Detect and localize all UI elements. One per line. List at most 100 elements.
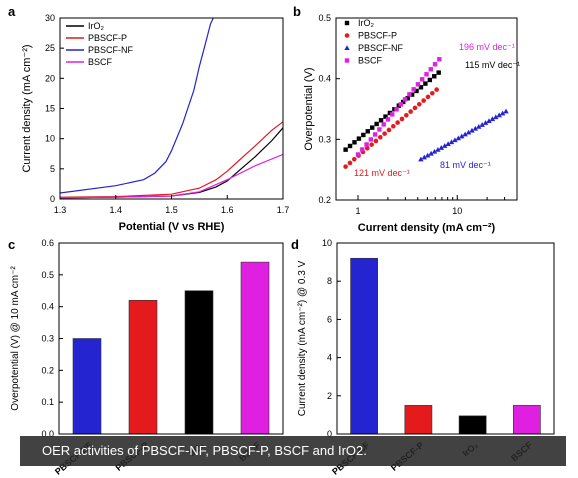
data-point-PBSCF-NF [469,127,475,133]
panel-label-b: b [293,4,301,19]
data-point-IrO [432,74,437,79]
data-point-PBSCF-NF [455,135,462,141]
y-axis-label-b: Overpotential (V) [303,67,315,150]
data-point-PBSCF-P [412,105,418,111]
legend-entry-b: IrO₂ [358,18,374,28]
bar-BSCF [513,405,541,435]
data-point-PBSCF-NF [435,146,441,152]
series-line-PBSCF-P [60,121,283,198]
data-point-IrO [383,114,388,119]
bar-IrO [458,415,487,435]
data-point-PBSCF-NF [428,150,434,156]
legend-marker-b [344,45,350,50]
data-point-IrO [347,143,353,149]
bar-BSCF [240,261,270,435]
legend-entry-a: PBSCF-P [88,33,127,43]
data-point-PBSCF-P [351,156,357,162]
data-point-IrO [401,99,406,105]
data-point-PBSCF-NF [424,152,431,158]
data-point-IrO [414,88,419,94]
bar-PBSCF-NF [72,338,102,435]
data-point-BSCF [424,72,429,77]
data-point-PBSCF-P [377,134,383,140]
legend-entry-a: IrO₂ [88,21,104,31]
y-tick-label-c: 0.4 [41,302,54,312]
data-point-PBSCF-NF [499,110,506,116]
data-point-PBSCF-P [386,127,392,133]
data-point-PBSCF-NF [418,156,424,162]
data-point-BSCF [377,127,382,132]
y-tick-label-a: 10 [45,134,55,144]
y-tick-label-b: 0.2 [318,195,331,205]
bar-PBSCF-P [404,405,433,435]
data-point-IrO [387,110,393,116]
legend-entry-a: PBSCF-NF [88,45,134,55]
series-line-PBSCF-NF [60,18,214,194]
data-point-IrO [409,92,415,97]
y-tick-label-c: 0.6 [41,238,54,248]
y-tick-label-d: 0 [327,429,332,439]
data-point-PBSCF-NF [462,131,468,137]
data-point-PBSCF-P [425,94,431,100]
data-point-PBSCF-NF [442,143,448,148]
data-point-PBSCF-P [417,101,422,107]
data-point-BSCF [432,62,438,67]
x-tick-label-b: 10 [452,206,462,216]
data-point-BSCF [407,92,412,97]
data-point-PBSCF-NF [431,148,438,154]
data-point-PBSCF-NF [438,145,445,150]
bar-PBSCF-NF [350,257,378,435]
legend-entry-b: BSCF [358,56,383,66]
data-point-PBSCF-NF [465,129,472,135]
data-point-PBSCF-P [343,164,348,169]
data-point-PBSCF-P [369,142,374,147]
data-point-PBSCF-NF [479,122,485,127]
image-caption: OER activities of PBSCF-NF, PBSCF-P, BSC… [20,436,566,466]
x-tick-label-a: 1.7 [277,205,290,215]
data-point-PBSCF-NF [493,114,499,120]
data-point-IrO [361,132,366,138]
data-point-PBSCF-P [364,145,370,151]
y-tick-label-d: 8 [327,276,332,286]
data-point-BSCF [411,87,416,92]
legend-entry-b: PBSCF-P [358,31,397,41]
data-point-PBSCF-P [347,160,353,166]
y-tick-label-a: 15 [45,104,55,114]
data-point-PBSCF-NF [486,118,492,124]
data-point-PBSCF-NF [489,116,496,122]
y-tick-label-d: 6 [327,314,332,324]
data-point-BSCF [398,102,404,107]
x-tick-label-a: 1.4 [109,205,122,215]
data-point-IrO [436,70,441,75]
data-point-PBSCF-P [382,131,387,136]
legend-entry-b: PBSCF-NF [358,43,404,53]
y-tick-label-a: 20 [45,73,55,83]
data-point-PBSCF-P [395,120,400,125]
y-tick-label-c: 0.2 [41,365,54,375]
y-tick-label-a: 30 [45,13,55,23]
series-line-IrO [60,127,283,199]
legend-marker-b [344,58,350,63]
data-point-PBSCF-P [421,98,426,103]
y-axis-label-c: Overpotential (V) @ 10 mA cm⁻² [10,266,21,411]
y-tick-label-d: 10 [322,238,332,248]
y-tick-label-c: 0.5 [41,270,54,280]
y-tick-label-c: 0.0 [41,429,54,439]
data-point-IrO [423,81,428,86]
plot-frame-b [335,17,518,201]
data-point-IrO [365,129,370,134]
y-tick-label-b: 0.3 [318,134,331,144]
y-axis-label-a: Current density (mA cm⁻²) [21,44,33,172]
data-point-BSCF [355,152,361,157]
panel-label-d: d [291,237,299,252]
data-point-BSCF [390,112,395,117]
data-point-BSCF [437,57,442,62]
data-point-BSCF [364,142,369,147]
x-axis-label-b: Current density (mA cm⁻²) [358,222,496,234]
data-point-PBSCF-NF [472,125,479,131]
y-tick-label-a: 0 [50,194,55,204]
data-point-PBSCF-NF [482,120,489,125]
data-point-PBSCF-P [404,112,409,118]
data-point-PBSCF-NF [459,133,465,139]
y-tick-label-d: 2 [327,391,332,401]
